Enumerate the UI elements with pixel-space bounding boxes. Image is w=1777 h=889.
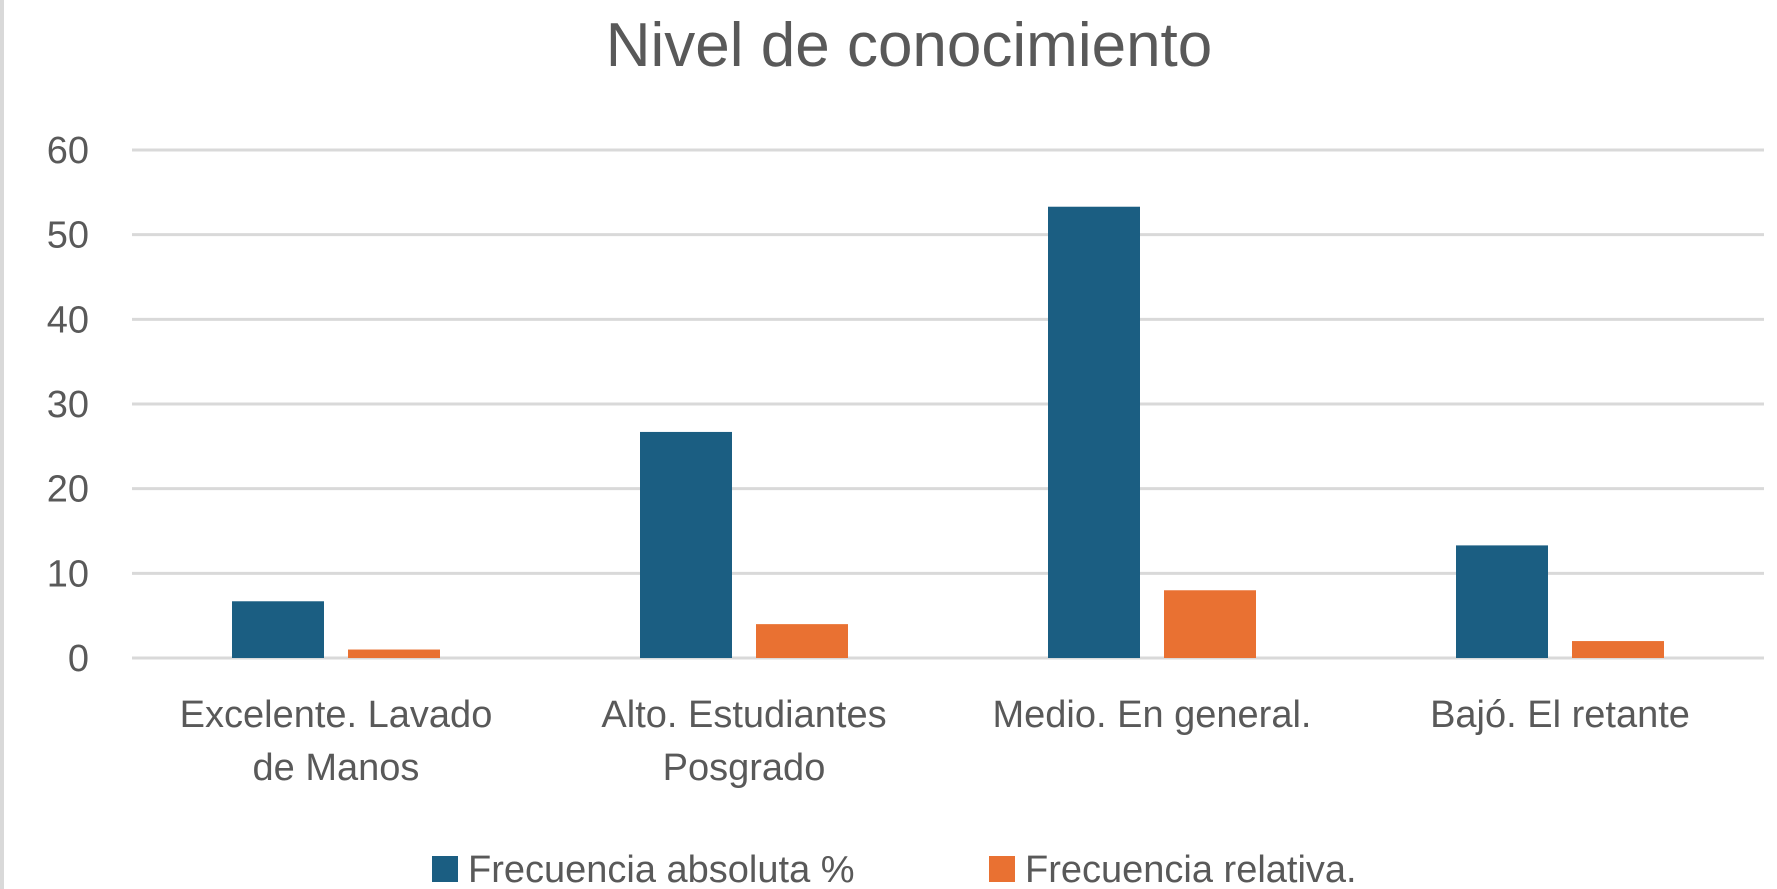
x-category-label: Bajó. El retante bbox=[1430, 694, 1690, 736]
y-tick-label: 60 bbox=[47, 130, 89, 172]
y-tick-label: 0 bbox=[68, 638, 89, 680]
legend-label: Frecuencia relativa. bbox=[1025, 849, 1357, 889]
y-tick-label: 20 bbox=[47, 469, 89, 511]
bar-relativa bbox=[756, 624, 848, 658]
bar-absoluta bbox=[640, 431, 732, 658]
y-tick-label: 30 bbox=[47, 384, 89, 426]
x-axis-labels: Excelente. Lavado de Manos Alto. Estudiant… bbox=[180, 694, 1690, 789]
y-tick-label: 50 bbox=[47, 215, 89, 257]
x-category-label: Alto. Estudiantes bbox=[601, 694, 886, 736]
bars bbox=[232, 206, 1664, 658]
legend-swatch bbox=[432, 856, 458, 882]
x-category-label: Excelente. Lavado bbox=[180, 694, 493, 736]
bar-absoluta bbox=[232, 601, 324, 658]
bar-absoluta bbox=[1048, 206, 1140, 658]
bar-relativa bbox=[348, 649, 440, 658]
x-category-label: Medio. En general. bbox=[993, 694, 1312, 736]
bar-relativa bbox=[1164, 590, 1256, 658]
legend-label: Frecuencia absoluta % bbox=[468, 849, 855, 889]
gridlines bbox=[132, 148, 1764, 660]
y-axis-ticks: 0 10 20 30 40 50 60 bbox=[47, 130, 89, 680]
x-category-label: Posgrado bbox=[663, 747, 826, 789]
bar-chart: Nivel de conocimiento 0 10 20 30 40 50 60 Exce… bbox=[47, 11, 1764, 889]
y-tick-label: 40 bbox=[47, 299, 89, 341]
y-tick-label: 10 bbox=[47, 553, 89, 595]
legend-swatch bbox=[989, 856, 1015, 882]
x-category-label: de Manos bbox=[253, 747, 420, 789]
legend: Frecuencia absoluta % Frecuencia relativa… bbox=[432, 849, 1357, 889]
chart-title: Nivel de conocimiento bbox=[606, 11, 1213, 80]
bar-relativa bbox=[1572, 641, 1664, 658]
bar-absoluta bbox=[1456, 545, 1548, 658]
